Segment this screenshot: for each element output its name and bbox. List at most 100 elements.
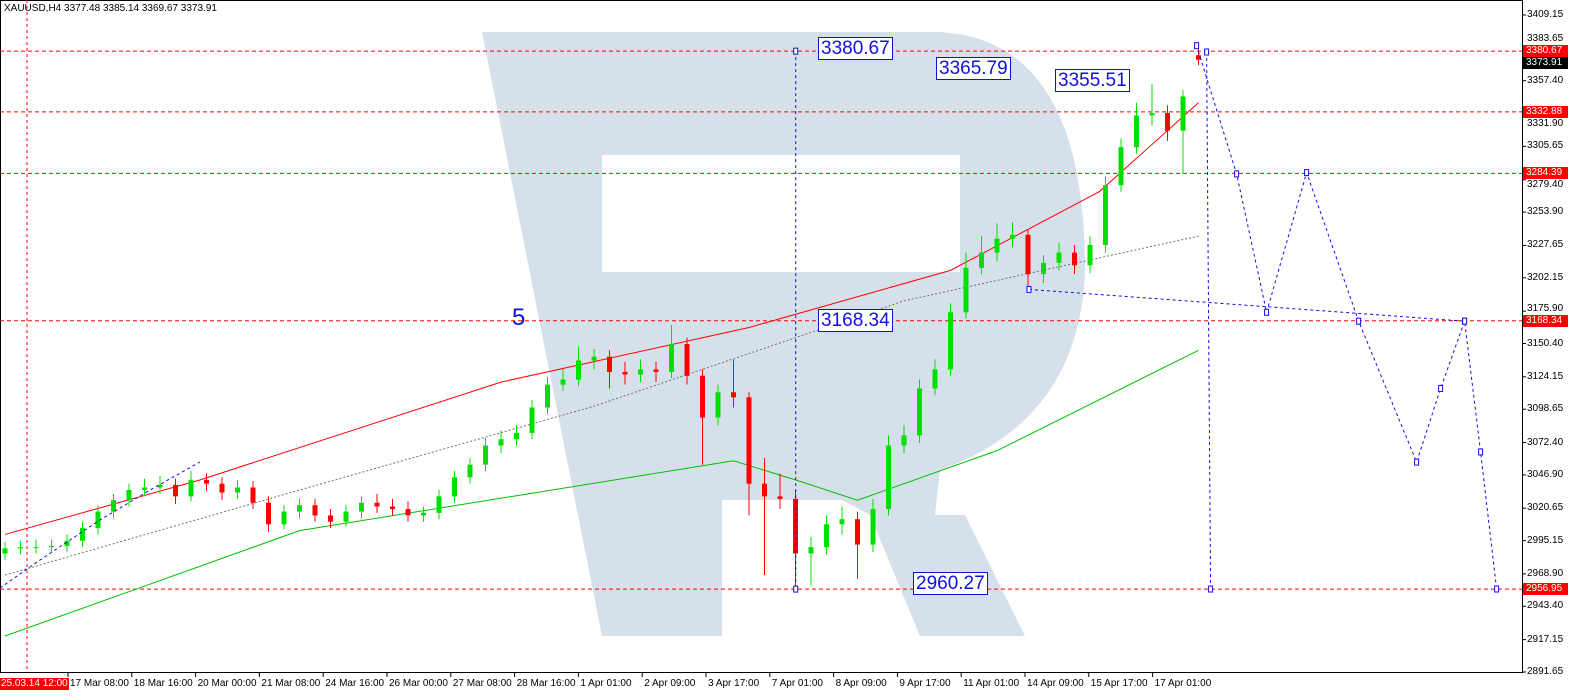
candle-body: [1149, 112, 1155, 116]
candle: [777, 473, 783, 510]
candle-body: [870, 509, 876, 545]
x-tick-label: 1 Apr 01:00: [580, 678, 632, 689]
candle: [917, 379, 922, 444]
candle-body: [1196, 55, 1201, 60]
candle: [839, 506, 845, 535]
candle: [700, 369, 705, 465]
forecast-point: [1204, 48, 1210, 56]
candle-body: [901, 435, 907, 446]
candle: [715, 384, 721, 426]
candle: [901, 425, 907, 454]
candle: [452, 470, 457, 503]
candle-body: [64, 540, 70, 546]
candle: [2, 542, 8, 560]
forecast-point: [793, 585, 799, 593]
annotation-label[interactable]: 3365.79: [936, 57, 1011, 80]
candle-body: [948, 312, 953, 370]
candle-body: [1180, 96, 1186, 131]
candle-body: [452, 477, 457, 497]
forecast-point: [1208, 585, 1214, 593]
candle-body: [80, 528, 85, 541]
candle-body: [312, 505, 318, 516]
forecast-point: [1026, 285, 1032, 293]
candle-body: [173, 484, 178, 497]
candle: [281, 505, 287, 530]
candle-body: [2, 548, 8, 554]
candle-body: [839, 519, 845, 525]
candle: [1180, 90, 1186, 174]
candle: [855, 511, 860, 579]
candle-body: [777, 496, 783, 499]
y-tick-label: 2891.65: [1527, 666, 1564, 677]
x-tick-label: 17 Apr 01:00: [1154, 678, 1212, 689]
candle-body: [576, 360, 581, 380]
forecast-early-path: [0, 461, 201, 589]
candle-body: [235, 487, 240, 493]
level-price-label: 3380.67: [1523, 45, 1568, 58]
candle: [994, 223, 1000, 262]
forecast-point: [1462, 317, 1468, 325]
forecast-point: [1438, 384, 1444, 392]
annotation-label[interactable]: 2960.27: [913, 572, 988, 595]
annotation-label[interactable]: 3168.34: [818, 309, 893, 332]
x-tick-label: 17 Mar 08:00: [70, 678, 129, 689]
x-tick-label: 14 Apr 09:00: [1027, 678, 1084, 689]
y-tick-label: 3124.15: [1527, 370, 1564, 382]
x-tick-label: 3 Apr 17:00: [708, 678, 760, 689]
x-tick-label: 26 Mar 00:00: [389, 678, 448, 689]
candle-body: [405, 509, 411, 516]
candle-body: [886, 445, 891, 510]
candle-body: [917, 388, 922, 436]
candle-body: [95, 511, 101, 529]
candle: [1087, 236, 1093, 273]
candle-body: [188, 479, 194, 497]
forecast-support-line: [1028, 288, 1465, 322]
x-tick-label: 11 Apr 01:00: [963, 678, 1020, 689]
candle: [1149, 83, 1155, 126]
y-tick-label: 3150.40: [1527, 337, 1564, 349]
candle: [498, 430, 504, 454]
candle-body: [715, 392, 721, 418]
candle-body: [219, 483, 225, 493]
x-tick-label: 15 Apr 17:00: [1090, 678, 1148, 689]
candle-body: [343, 511, 349, 522]
candle: [684, 337, 690, 385]
candle-body: [1118, 147, 1124, 186]
y-tick-label: 3175.90: [1527, 302, 1564, 314]
candle-body: [1056, 252, 1062, 263]
candle: [545, 377, 550, 414]
y-tick-label: 3305.65: [1527, 140, 1564, 152]
annotation-label[interactable]: 3355.51: [1055, 69, 1130, 92]
annotation-label[interactable]: 3380.67: [818, 37, 893, 60]
x-tick-label: 20 Mar 00:00: [197, 678, 257, 689]
candle: [266, 496, 271, 532]
candle-body: [204, 479, 209, 484]
x-tick-label: 21 Mar 08:00: [261, 678, 321, 689]
candle: [64, 534, 70, 553]
candle-body: [700, 375, 705, 418]
candle: [1134, 102, 1139, 154]
chart-title: XAUUSD,H4 3377.48 3385.14 3369.67 3373.9…: [4, 3, 217, 14]
candle-body: [1134, 115, 1139, 148]
candle-body: [808, 547, 814, 554]
candle-body: [297, 505, 302, 512]
y-tick-label: 3279.40: [1527, 179, 1564, 191]
candle-body: [607, 356, 612, 372]
candle: [576, 346, 581, 386]
candle: [1025, 229, 1031, 287]
candle: [219, 477, 225, 501]
candle-body: [421, 512, 426, 516]
candle-body: [359, 502, 364, 512]
candle: [157, 476, 163, 494]
candle: [731, 359, 736, 408]
candle-body: [49, 545, 54, 548]
candle: [204, 473, 209, 492]
candle: [1041, 255, 1046, 284]
candle-body: [855, 519, 860, 545]
candle: [126, 483, 132, 507]
forecast-point: [793, 47, 799, 55]
candle: [297, 498, 302, 518]
candle-body: [746, 397, 752, 484]
candle: [1165, 105, 1170, 141]
